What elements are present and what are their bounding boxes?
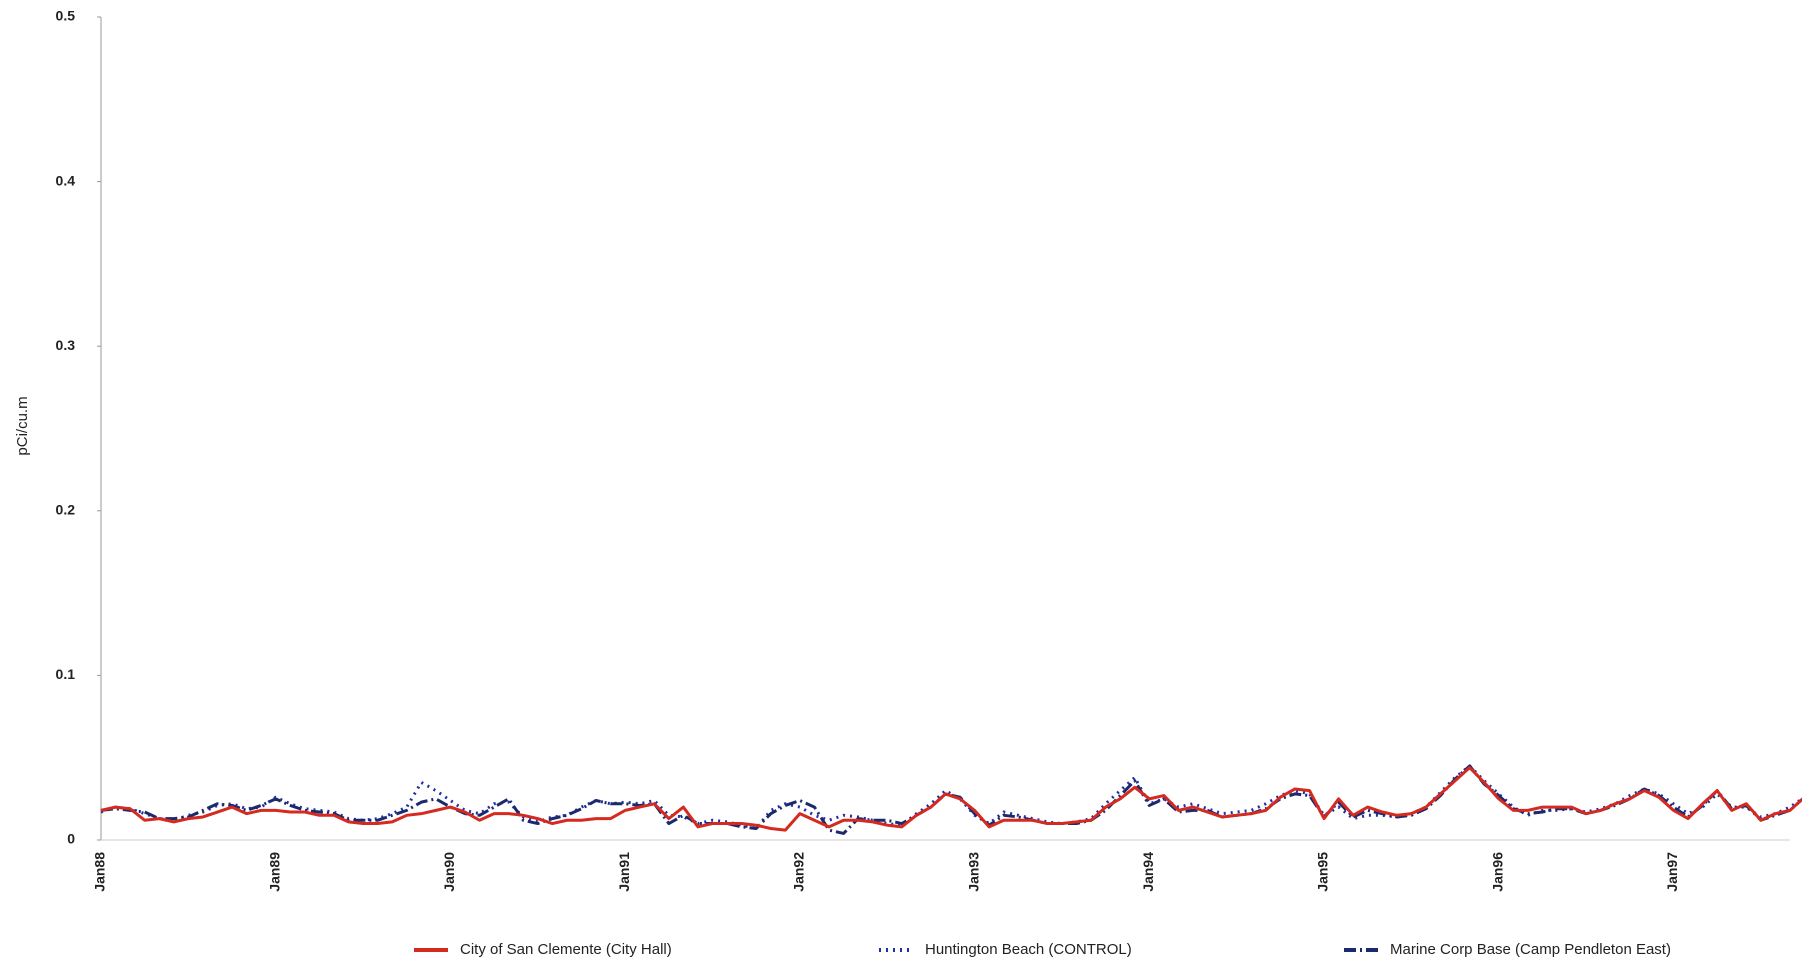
y-tick-label: 0.2	[56, 502, 76, 518]
y-tick-label: 0	[67, 831, 75, 847]
legend-label: Huntington Beach (CONTROL)	[925, 941, 1132, 958]
series-line	[100, 764, 1802, 830]
x-tick-label: Jan94	[1140, 852, 1156, 892]
y-tick-label: 0.1	[56, 666, 76, 682]
y-tick-label: 0.5	[56, 8, 76, 24]
y-axis-label: pCi/cu.m	[14, 396, 31, 455]
x-tick-label: Jan96	[1489, 852, 1505, 892]
x-tick-label: Jan93	[965, 852, 981, 892]
y-tick-label: 0.3	[56, 337, 76, 353]
series-line	[100, 766, 1802, 832]
x-tick-label: Jan90	[441, 852, 457, 892]
legend-label: City of San Clemente (City Hall)	[460, 941, 672, 958]
x-tick-label: Jan88	[92, 852, 108, 892]
legend-label: Marine Corp Base (Camp Pendleton East)	[1390, 941, 1671, 958]
x-tick-label: Jan95	[1315, 852, 1331, 892]
x-tick-label: Jan89	[266, 852, 282, 892]
x-tick-label: Jan92	[791, 852, 807, 892]
series-line	[100, 764, 1802, 835]
x-tick-label: Jan91	[616, 852, 632, 892]
x-tick-label: Jan97	[1664, 852, 1680, 892]
y-tick-label: 0.4	[56, 172, 76, 188]
